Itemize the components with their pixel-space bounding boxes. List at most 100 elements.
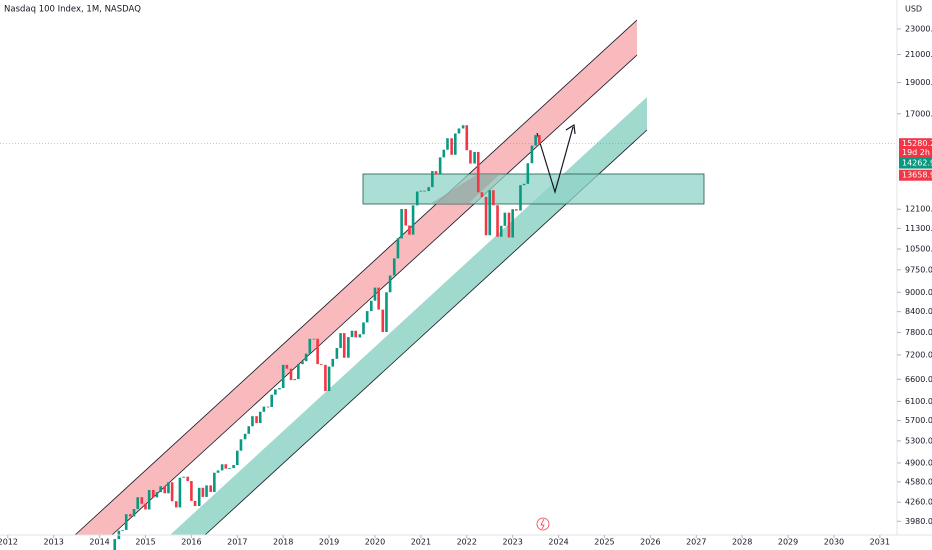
x-tick-label: 2024 <box>548 538 568 547</box>
candle <box>220 464 224 471</box>
zone-overlap <box>430 174 500 204</box>
candle <box>350 330 354 338</box>
candle <box>476 151 480 193</box>
candle <box>408 225 411 235</box>
y-tick-label: 9000.00 <box>905 288 932 297</box>
y-tick-label: 4580.00 <box>905 477 932 486</box>
candle <box>362 322 365 335</box>
candle <box>270 394 274 408</box>
y-tick-label: 21000.00 <box>905 50 932 59</box>
candle <box>392 258 396 276</box>
candle <box>255 416 258 424</box>
candle <box>258 411 262 424</box>
candle <box>427 187 430 192</box>
candle <box>281 364 285 389</box>
x-tick-label: 2016 <box>181 538 201 547</box>
candle <box>297 364 300 380</box>
candle <box>537 135 541 144</box>
price-label-box <box>899 169 932 181</box>
y-tick-label: 19000.00 <box>905 78 932 87</box>
y-tick-label: 5700.00 <box>905 416 932 425</box>
candle <box>415 191 419 206</box>
candle <box>388 275 392 293</box>
y-tick-label: 4900.00 <box>905 458 932 467</box>
candle <box>316 338 319 365</box>
support-zone <box>362 173 705 205</box>
candle <box>235 450 239 465</box>
candle <box>454 133 457 155</box>
candle <box>312 338 316 340</box>
candle <box>473 151 476 164</box>
x-tick-label: 2020 <box>365 538 385 547</box>
candle <box>228 468 231 469</box>
price-label: 13658.91 <box>902 171 932 180</box>
candle <box>377 287 380 310</box>
candle <box>170 482 174 502</box>
candle <box>335 348 339 359</box>
candle <box>144 503 147 510</box>
price-label-box <box>899 157 932 169</box>
candle <box>507 212 511 238</box>
x-tick-label: 2026 <box>640 538 660 547</box>
x-tick-label: 2025 <box>594 538 614 547</box>
candle <box>232 464 235 469</box>
candle <box>324 364 327 392</box>
candle <box>304 353 308 362</box>
candle <box>140 497 144 504</box>
candle <box>159 486 162 493</box>
arrow-head <box>565 123 576 135</box>
y-tick-label: 12100.00 <box>905 205 932 214</box>
candle <box>186 476 190 482</box>
x-tick-label: 2022 <box>457 538 477 547</box>
candle <box>147 490 151 510</box>
candle <box>201 487 205 497</box>
x-tick-label: 2027 <box>686 538 706 547</box>
candle <box>151 490 155 498</box>
candle <box>190 481 193 501</box>
candle <box>423 190 426 192</box>
candle <box>251 416 254 427</box>
candle <box>129 514 132 517</box>
candle <box>503 212 507 226</box>
candle <box>465 125 469 151</box>
candle <box>209 485 212 492</box>
candle <box>247 426 251 434</box>
candle <box>522 183 526 186</box>
candle <box>174 501 178 508</box>
candle <box>496 205 499 237</box>
candle <box>434 171 438 175</box>
y-tick-label: 5300.00 <box>905 436 932 445</box>
candle <box>285 364 289 369</box>
candle <box>511 209 514 238</box>
x-tick-label: 2013 <box>44 538 64 547</box>
x-tick-label: 2017 <box>227 538 247 547</box>
candle <box>411 205 415 235</box>
candle <box>319 364 323 365</box>
candle <box>205 485 208 497</box>
candle <box>132 508 136 517</box>
candle <box>136 497 139 509</box>
candle <box>438 157 442 175</box>
candle <box>450 138 453 155</box>
candle <box>530 145 534 164</box>
candle <box>469 150 472 164</box>
x-tick-label: 2029 <box>778 538 798 547</box>
event-icon[interactable] <box>536 517 550 531</box>
candle <box>381 309 385 332</box>
x-tick-label: 2012 <box>0 538 18 547</box>
candle <box>442 149 446 158</box>
projection-arrow <box>536 126 574 195</box>
candle <box>239 439 243 451</box>
x-tick-label: 2015 <box>135 538 155 547</box>
candle <box>331 358 335 367</box>
y-tick-label: 8400.00 <box>905 307 932 316</box>
candle <box>301 361 304 365</box>
x-tick-label: 2019 <box>319 538 339 547</box>
candle <box>213 472 216 492</box>
currency: USD <box>905 5 922 14</box>
x-tick-label: 2028 <box>732 538 752 547</box>
x-tick-label: 2014 <box>89 538 109 547</box>
candle <box>396 238 400 259</box>
candle <box>358 334 362 338</box>
